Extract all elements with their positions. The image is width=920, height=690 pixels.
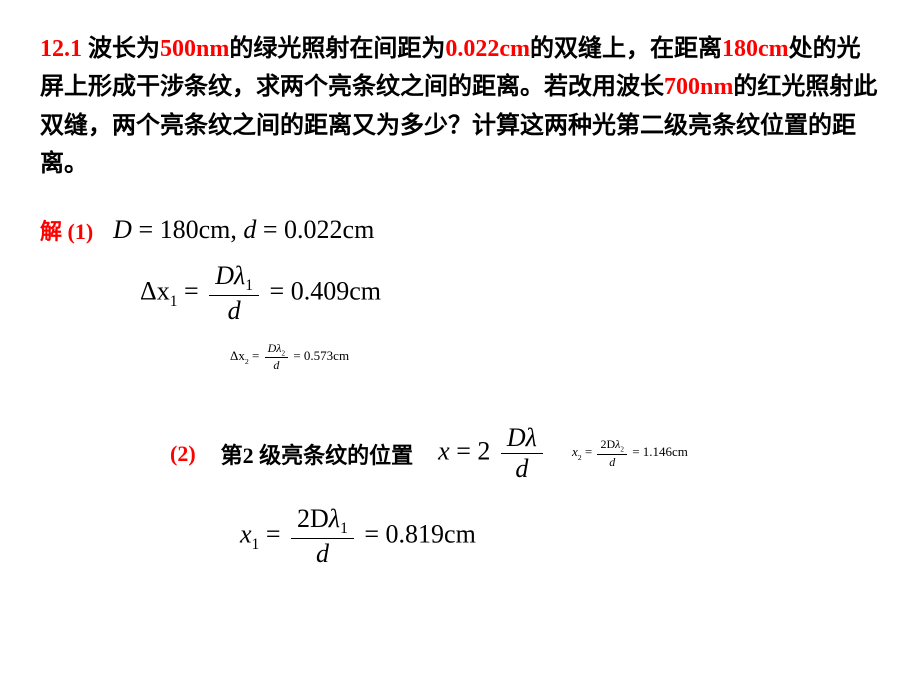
formula-dx1: Δx1 = Dλ1 d = 0.409cm — [140, 261, 880, 326]
part2-label: (2) — [170, 441, 196, 467]
formula-dx2: Δx2 = Dλ2 d = 0.573cm — [230, 341, 880, 373]
given-formula: D = 180cm, d = 0.022cm — [113, 215, 374, 245]
problem-number: 12.1 — [40, 36, 82, 62]
part2-text: 第2 级亮条纹的位置 — [221, 438, 414, 470]
problem-statement: 12.1 波长为500nm的绿光照射在间距为0.022cm的双缝上，在距离180… — [40, 30, 880, 184]
formula-x: x = 2 Dλ d — [438, 423, 547, 484]
solution-row-given: 解 (1) D = 180cm, d = 0.022cm — [40, 214, 880, 246]
part2-row: (2) 第2 级亮条纹的位置 x = 2 Dλ d x2 = 2Dλ2 d = … — [170, 423, 880, 484]
formula-x2: x2 = 2Dλ2 d = 1.146cm — [572, 437, 688, 469]
formula-x1: x1 = 2Dλ1 d = 0.819cm — [240, 504, 880, 569]
solution-label: 解 (1) — [40, 214, 93, 246]
